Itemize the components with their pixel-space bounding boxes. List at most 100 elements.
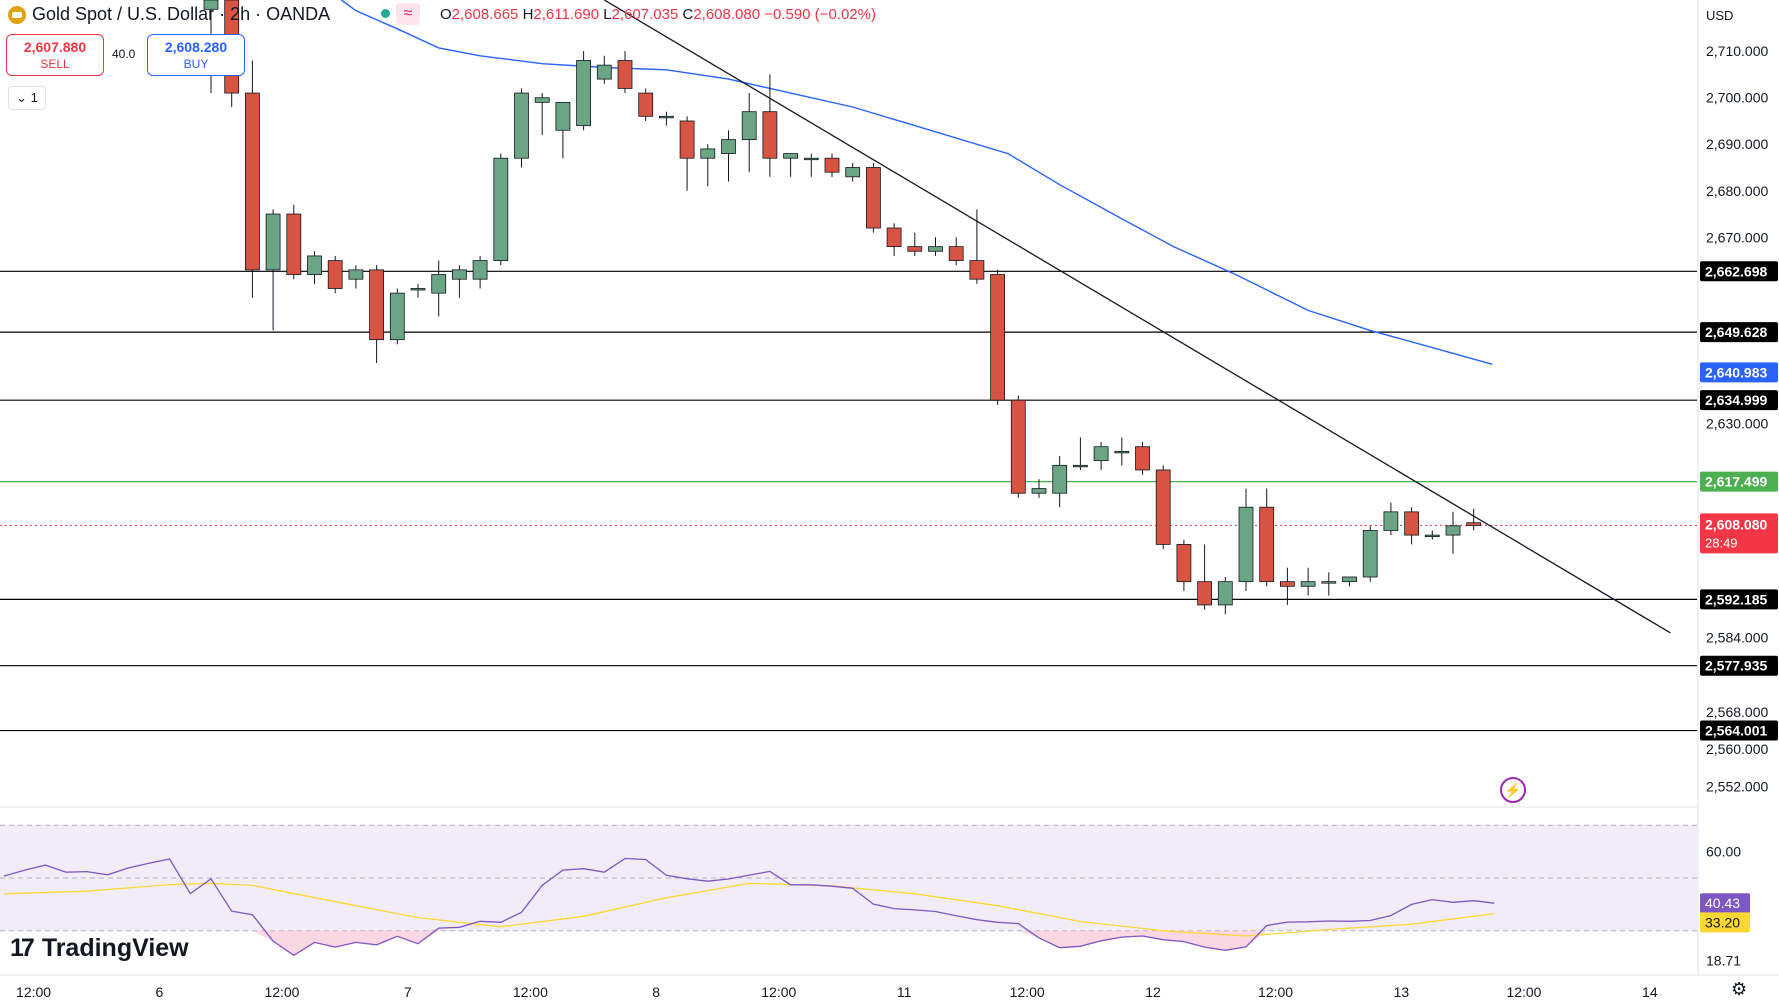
last-price-label: 2,608.080 bbox=[1705, 516, 1767, 532]
candle-body bbox=[555, 101, 571, 131]
candle-body bbox=[203, 0, 219, 10]
candle bbox=[1466, 508, 1482, 531]
rsi-tick-label: 18.71 bbox=[1706, 953, 1741, 969]
candle-body bbox=[1052, 464, 1068, 494]
time-tick-label: 12:00 bbox=[1506, 984, 1541, 1000]
candle bbox=[783, 153, 798, 177]
candle bbox=[866, 162, 881, 233]
wave-icon[interactable]: ≈ bbox=[396, 3, 420, 25]
candle bbox=[534, 93, 550, 135]
close-value: 2,608.080 bbox=[693, 6, 761, 23]
candle-body bbox=[1114, 450, 1130, 454]
candle bbox=[721, 130, 736, 182]
candle bbox=[638, 88, 654, 121]
time-tick-label: 12:00 bbox=[761, 984, 796, 1000]
candle bbox=[969, 209, 985, 284]
candle-body bbox=[596, 64, 612, 80]
sell-label: SELL bbox=[40, 57, 70, 71]
countdown-label: 28:49 bbox=[1705, 535, 1738, 550]
candle bbox=[1321, 572, 1337, 596]
price-tick-label: 2,690.000 bbox=[1706, 136, 1768, 152]
candle bbox=[1031, 479, 1047, 498]
open-value: 2,608.665 bbox=[451, 6, 519, 23]
candle bbox=[493, 153, 509, 266]
candle bbox=[1093, 442, 1109, 470]
candle-body bbox=[431, 274, 447, 294]
candle bbox=[617, 51, 633, 94]
time-tick-label: 8 bbox=[652, 984, 660, 1000]
candle-body bbox=[762, 111, 778, 159]
candle-body bbox=[741, 111, 757, 140]
candle-body bbox=[472, 260, 488, 280]
level-axis-label-bg bbox=[1700, 589, 1778, 610]
level-axis-label: 2,634.999 bbox=[1705, 392, 1767, 408]
candle-body bbox=[679, 120, 695, 159]
candle bbox=[1383, 502, 1399, 536]
candle-body bbox=[845, 167, 861, 178]
symbol-title[interactable]: Gold Spot / U.S. Dollar · 2h · OANDA bbox=[32, 4, 331, 24]
price-tick-label: 2,552.000 bbox=[1706, 778, 1768, 794]
candle bbox=[1217, 576, 1233, 615]
candle-body bbox=[451, 269, 467, 280]
buy-button[interactable]: 2,608.280 BUY bbox=[147, 34, 245, 76]
moving-average-line bbox=[340, 0, 1493, 365]
candle-body bbox=[348, 269, 364, 280]
rsi-value-label: 40.43 bbox=[1705, 895, 1740, 911]
candle-body bbox=[617, 60, 633, 89]
sell-button[interactable]: 2,607.880 SELL bbox=[6, 34, 104, 76]
candle-body bbox=[1197, 581, 1212, 606]
candle-body bbox=[514, 92, 529, 159]
rsi-tick-label: 60.00 bbox=[1706, 844, 1741, 860]
candle bbox=[824, 153, 840, 177]
level-axis-label-bg bbox=[1700, 471, 1778, 492]
candle bbox=[1404, 507, 1419, 545]
rsi-ma-value-label: 33.20 bbox=[1705, 914, 1740, 930]
time-tick-label: 11 bbox=[897, 984, 912, 1000]
candle-body bbox=[907, 246, 923, 252]
price-tick-label: 2,560.000 bbox=[1706, 741, 1768, 757]
level-axis-label: 2,577.935 bbox=[1705, 658, 1767, 674]
rsi-line bbox=[3, 857, 1495, 957]
interval-label: 1 bbox=[30, 90, 38, 105]
candle-body bbox=[1424, 534, 1440, 538]
candle-body bbox=[1093, 446, 1109, 462]
candle-body bbox=[265, 213, 281, 271]
buy-price: 2,608.280 bbox=[164, 39, 228, 55]
candle bbox=[762, 74, 778, 177]
candle-body bbox=[493, 157, 509, 261]
price-tick-label: 2,568.000 bbox=[1706, 704, 1768, 720]
candle-body bbox=[824, 157, 840, 173]
candle bbox=[555, 101, 571, 159]
tradingview-logo-text: TradingView bbox=[41, 934, 189, 962]
rsi-value-bg bbox=[1700, 893, 1750, 914]
currency-selector[interactable]: USD bbox=[1706, 8, 1734, 23]
price-tick-label: 2,630.000 bbox=[1706, 415, 1768, 431]
level-axis-label-bg bbox=[1700, 261, 1778, 282]
candle-body bbox=[286, 213, 302, 275]
candle bbox=[700, 144, 716, 187]
candle bbox=[514, 88, 529, 168]
level-axis-label-bg bbox=[1700, 322, 1778, 343]
candle-body bbox=[803, 157, 819, 161]
time-tick-label: 12:00 bbox=[513, 984, 548, 1000]
market-status-icon bbox=[381, 9, 390, 18]
low-value: 2,607.035 bbox=[611, 6, 679, 23]
candle-body bbox=[1010, 399, 1026, 494]
candle bbox=[1280, 567, 1295, 605]
candle bbox=[1114, 437, 1130, 466]
candle-body bbox=[1155, 469, 1171, 545]
candle-body bbox=[1238, 506, 1254, 583]
candle bbox=[928, 237, 943, 256]
candle bbox=[431, 260, 447, 317]
level-axis-label-bg bbox=[1700, 720, 1778, 741]
candle bbox=[1238, 488, 1254, 591]
candle-body bbox=[866, 167, 881, 229]
lightning-icon[interactable]: ⚡ bbox=[1500, 777, 1526, 803]
candle-body bbox=[721, 139, 736, 154]
sell-price: 2,607.880 bbox=[23, 39, 87, 55]
chevron-down-icon: ⌄ bbox=[16, 90, 28, 105]
interval-selector[interactable]: ⌄ 1 bbox=[8, 86, 46, 110]
gear-icon[interactable]: ⚙ bbox=[1731, 979, 1748, 999]
tradingview-logo[interactable]: 17 TradingView bbox=[10, 934, 189, 963]
